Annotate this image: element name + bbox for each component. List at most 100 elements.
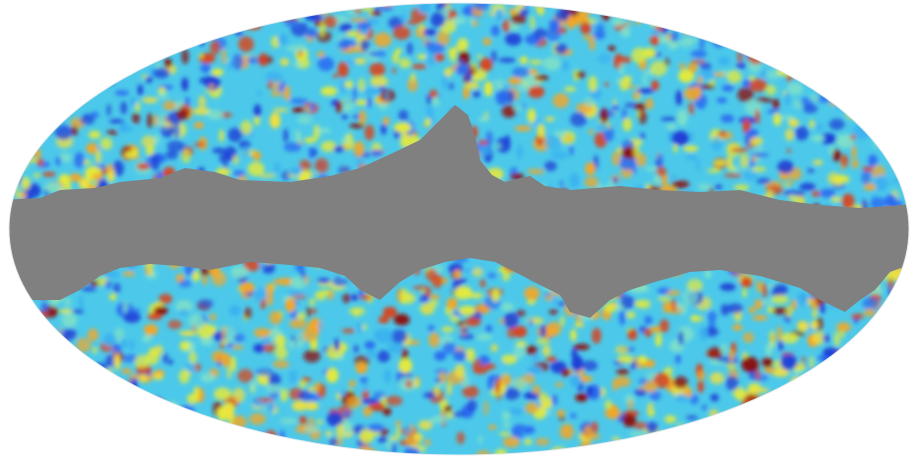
anisotropy-spot	[238, 369, 254, 383]
anisotropy-spot	[634, 103, 646, 111]
anisotropy-spot	[0, 373, 10, 383]
anisotropy-spot	[898, 368, 908, 378]
anisotropy-spot	[655, 161, 660, 165]
anisotropy-spot	[734, 184, 750, 190]
anisotropy-spot	[429, 90, 437, 98]
anisotropy-spot	[854, 12, 867, 16]
anisotropy-spot	[120, 101, 127, 114]
anisotropy-spot	[406, 20, 421, 24]
anisotropy-spot	[323, 448, 330, 455]
anisotropy-spot	[310, 103, 315, 111]
anisotropy-spot	[701, 433, 717, 445]
anisotropy-spot	[227, 365, 231, 379]
anisotropy-spot	[836, 62, 853, 66]
anisotropy-spot	[811, 375, 825, 390]
anisotropy-spot	[797, 384, 806, 400]
anisotropy-spot	[431, 12, 446, 27]
anisotropy-spot	[22, 28, 28, 40]
anisotropy-spot	[796, 383, 802, 393]
anisotropy-spot	[863, 354, 875, 364]
anisotropy-spot	[14, 307, 31, 322]
anisotropy-spot	[646, 98, 654, 110]
anisotropy-spot	[69, 388, 87, 393]
anisotropy-spot	[617, 355, 634, 363]
anisotropy-spot	[684, 450, 699, 459]
anisotropy-spot	[290, 276, 306, 289]
anisotropy-spot	[836, 322, 851, 332]
anisotropy-spot	[108, 419, 117, 431]
anisotropy-spot	[777, 436, 795, 444]
anisotropy-spot	[807, 168, 814, 173]
anisotropy-spot	[140, 423, 154, 431]
anisotropy-spot	[727, 155, 732, 169]
anisotropy-spot	[12, 175, 23, 184]
anisotropy-spot	[36, 120, 43, 135]
anisotropy-spot	[51, 43, 65, 49]
anisotropy-spot	[118, 308, 122, 313]
anisotropy-spot	[289, 319, 306, 328]
anisotropy-spot	[233, 155, 239, 165]
anisotropy-spot	[4, 372, 17, 380]
anisotropy-spot	[499, 374, 512, 386]
anisotropy-spot	[167, 141, 185, 152]
anisotropy-spot	[677, 437, 684, 443]
anisotropy-spot	[79, 387, 88, 395]
anisotropy-spot	[803, 104, 818, 113]
anisotropy-spot	[129, 339, 134, 350]
anisotropy-spot	[866, 325, 882, 337]
anisotropy-spot	[875, 443, 885, 455]
anisotropy-spot	[363, 88, 381, 95]
anisotropy-spot	[848, 362, 863, 376]
anisotropy-spot	[876, 133, 891, 146]
anisotropy-spot	[641, 0, 657, 8]
anisotropy-spot	[837, 366, 855, 380]
anisotropy-spot	[726, 363, 736, 369]
anisotropy-spot	[130, 417, 136, 431]
anisotropy-spot	[718, 131, 727, 137]
anisotropy-spot	[810, 1, 821, 8]
anisotropy-spot	[160, 126, 171, 131]
anisotropy-spot	[406, 380, 412, 388]
anisotropy-spot	[188, 13, 196, 25]
anisotropy-spot	[117, 28, 124, 41]
anisotropy-spot	[686, 416, 698, 420]
anisotropy-spot	[807, 385, 819, 394]
anisotropy-spot	[105, 452, 120, 459]
anisotropy-spot	[154, 114, 158, 126]
anisotropy-spot	[574, 13, 589, 23]
anisotropy-spot	[844, 12, 851, 20]
anisotropy-spot	[107, 2, 122, 17]
anisotropy-spot	[778, 21, 793, 29]
anisotropy-spot	[83, 391, 89, 406]
anisotropy-spot	[162, 0, 172, 11]
anisotropy-spot	[764, 6, 776, 10]
anisotropy-spot	[455, 364, 466, 378]
anisotropy-spot	[154, 134, 159, 145]
anisotropy-spot	[791, 388, 806, 396]
anisotropy-spot	[354, 345, 359, 353]
anisotropy-spot	[39, 385, 53, 396]
anisotropy-spot	[356, 156, 363, 166]
anisotropy-spot	[350, 18, 367, 23]
anisotropy-spot	[80, 116, 95, 125]
anisotropy-spot	[441, 410, 445, 416]
anisotropy-spot	[893, 52, 910, 66]
anisotropy-spot	[165, 423, 177, 432]
anisotropy-spot	[890, 10, 900, 19]
anisotropy-spot	[753, 413, 758, 428]
anisotropy-spot	[210, 436, 222, 442]
anisotropy-spot	[119, 397, 127, 401]
anisotropy-spot	[125, 151, 138, 158]
anisotropy-spot	[76, 409, 92, 415]
anisotropy-spot	[892, 137, 901, 142]
anisotropy-spot	[781, 333, 799, 344]
anisotropy-spot	[524, 287, 540, 301]
anisotropy-spot	[570, 413, 577, 418]
anisotropy-spot	[338, 356, 345, 360]
anisotropy-spot	[222, 451, 235, 459]
anisotropy-spot	[496, 89, 510, 105]
anisotropy-spot	[306, 394, 320, 401]
anisotropy-spot	[8, 333, 12, 338]
anisotropy-spot	[505, 135, 510, 147]
anisotropy-spot	[108, 380, 113, 386]
